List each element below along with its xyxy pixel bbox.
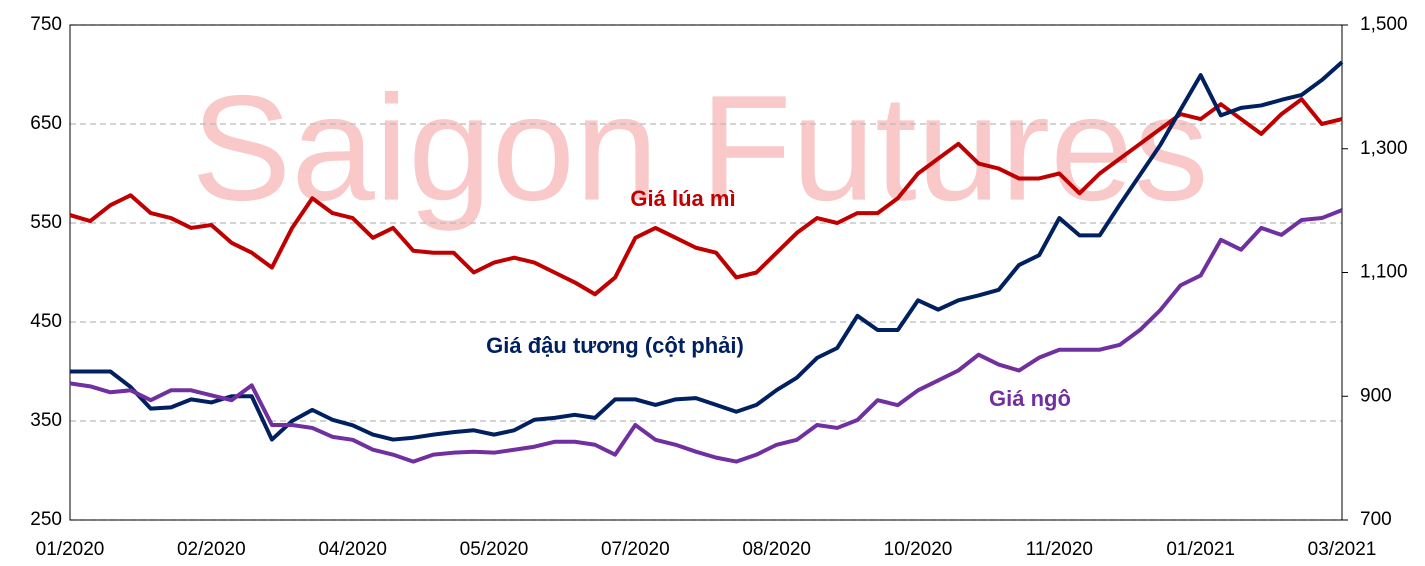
plot-frame xyxy=(69,24,1343,521)
series-line xyxy=(69,97,1343,297)
series-label: Giá lúa mì xyxy=(630,186,735,211)
series-label: Giá ngô xyxy=(989,386,1071,411)
y2-tick-label: 900 xyxy=(1360,385,1392,406)
y2-tick-label: 1,100 xyxy=(1360,262,1408,283)
y-tick-label: 750 xyxy=(30,14,62,35)
series-label: Giá đậu tương (cột phải) xyxy=(486,333,744,358)
x-tick-label: 03/2021 xyxy=(1308,539,1377,560)
series-line xyxy=(69,208,1343,464)
x-tick-label: 02/2020 xyxy=(177,539,246,560)
y2-tick-label: 1,300 xyxy=(1360,138,1408,159)
x-tick-label: 10/2020 xyxy=(884,539,953,560)
x-tick-label: 07/2020 xyxy=(601,539,670,560)
x-tick-label: 11/2020 xyxy=(1026,539,1093,560)
y-tick-label: 650 xyxy=(30,113,62,134)
x-tick-label: 01/2020 xyxy=(36,539,105,560)
y2-tick-label: 1,500 xyxy=(1360,14,1408,35)
x-tick-label: 01/2021 xyxy=(1166,539,1235,560)
y-tick-label: 350 xyxy=(30,410,62,431)
y-tick-label: 250 xyxy=(30,509,62,530)
x-tick-label: 04/2020 xyxy=(318,539,387,560)
x-tick-label: 05/2020 xyxy=(460,539,529,560)
x-tick-label: 08/2020 xyxy=(742,539,811,560)
series-line xyxy=(70,60,1344,442)
watermark: Saigon Futures xyxy=(191,64,1208,232)
y2-tick-label: 700 xyxy=(1360,509,1392,530)
y-tick-label: 550 xyxy=(30,212,62,233)
y-tick-label: 450 xyxy=(30,311,62,332)
